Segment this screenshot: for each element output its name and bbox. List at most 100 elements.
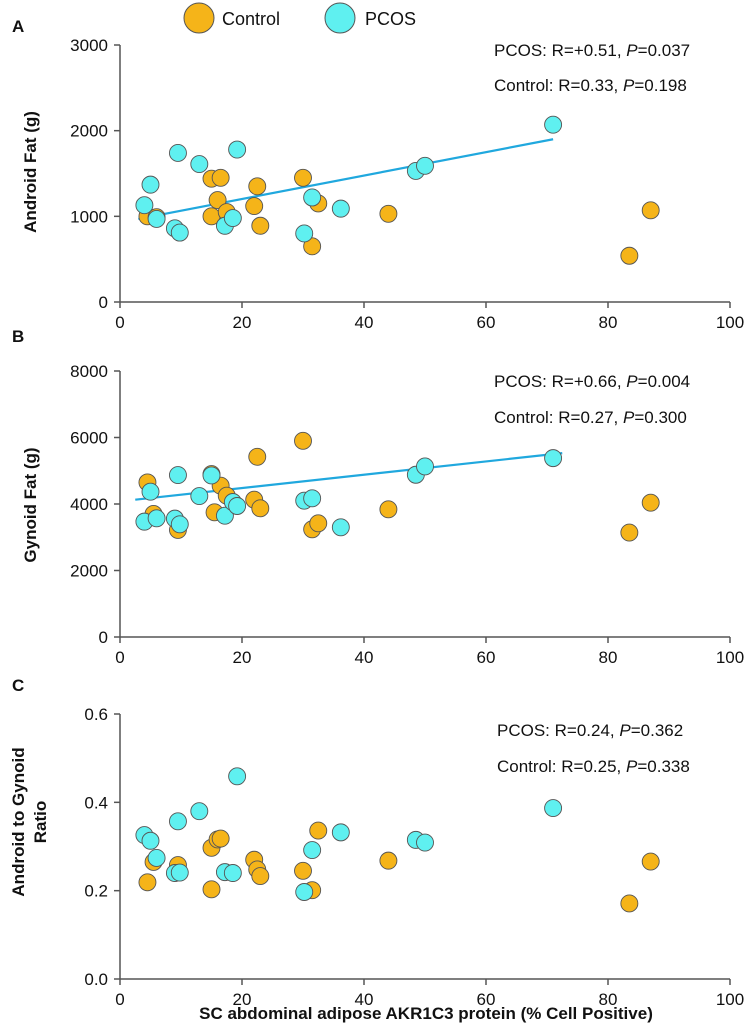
panel-c-control-stat: Control: R=0.25, P=0.338 [497, 757, 690, 776]
panel-b-pcos-point [228, 497, 247, 515]
panel-c-letter: C [12, 676, 24, 695]
panel-c-pcos-point [228, 767, 247, 786]
panel-a-pcos-point [141, 175, 160, 194]
panel-a-y-tick-label: 0 [99, 293, 108, 312]
panel-a-control-point [211, 168, 230, 187]
panel-b-pcos-point [215, 506, 234, 525]
panel-a-pcos-point [544, 115, 563, 134]
panel-c-y-tick-label: 0.4 [84, 793, 108, 812]
panel-b-pcos-point [147, 509, 166, 528]
panel-a-control-point [251, 216, 270, 235]
panel-c-y-tick-label: 0.2 [84, 882, 108, 901]
panel-a-y-tick-label: 1000 [70, 207, 108, 226]
panel-b-control-stat: Control: R=0.27, P=0.300 [494, 408, 687, 427]
panel-a-pcos-stat: PCOS: R=+0.51, P=0.037 [494, 41, 690, 60]
panel-c-control-point [202, 880, 221, 899]
panel-a-plot: 0 1000 2000 3000 0 20 40 60 80 100 [70, 36, 744, 332]
panel-b-pcos-point [303, 489, 322, 508]
panel-c-pcos-point [141, 831, 160, 850]
panel-a-control-point [245, 197, 264, 216]
panel-b-pcos-point [331, 518, 350, 537]
panel-b-x-tick-label: 60 [477, 648, 496, 667]
panel-b-y-tick-label: 2000 [70, 562, 108, 581]
panel-b-plot: 0 2000 4000 6000 8000 0 20 40 60 80 100 [70, 362, 744, 667]
panel-c-x-tick-label: 40 [355, 990, 374, 1009]
panel-a-x-tick-label: 80 [599, 313, 618, 332]
panel-a-control-point [379, 204, 398, 223]
panel-b-control-point [620, 523, 639, 542]
panel-b-pcos-point [416, 457, 434, 476]
panel-a-control-point [294, 168, 312, 187]
panel-c-pcos-stat: PCOS: R=0.24, P=0.362 [497, 721, 683, 740]
panel-b-control-point [248, 447, 267, 466]
panel-a-control-point [641, 201, 660, 220]
panel-b-ylabel: Gynoid Fat (g) [21, 447, 40, 562]
panel-a-pcos-point [331, 199, 350, 218]
panel-a-pcos-point [295, 224, 314, 243]
panel-b-control-point [251, 499, 270, 518]
panel-b-pcos-stat: PCOS: R=+0.66, P=0.004 [494, 372, 690, 391]
panel-c-pcos-point [295, 883, 314, 901]
panel-c-pcos-point [170, 863, 189, 882]
panel-c-plot: 0.0 0.2 0.4 0.6 0 20 40 60 80 100 [84, 705, 744, 1009]
panel-b-y-tick-label: 4000 [70, 495, 108, 514]
panel-c-stats: PCOS: R=0.24, P=0.362 Control: R=0.25, P… [497, 721, 690, 776]
legend-control-label: Control [222, 9, 280, 29]
panel-b-pcos-point [170, 515, 189, 534]
panel-b-y-tick-label: 0 [99, 628, 108, 647]
panel-c-control-point [309, 821, 328, 840]
panel-b-x-tick-label: 40 [355, 648, 374, 667]
panel-a-pcos-point [416, 156, 434, 175]
panel-a-y-tick-label: 2000 [70, 122, 108, 141]
panel-c-control-point [251, 867, 270, 886]
panel-c-ylabel-line-1: Android to Gynoid [9, 747, 28, 896]
panel-c-x-tick-label: 80 [599, 990, 618, 1009]
panel-c-pcos-point [147, 849, 166, 867]
legend-pcos-label: PCOS [365, 9, 416, 29]
panel-a: A Android Fat (g) 0 1000 2000 3000 0 20 40 60 80… [12, 17, 744, 332]
panel-c-control-point [211, 829, 230, 848]
panel-a-pcos-point [168, 143, 187, 162]
panel-a-x-tick-label: 0 [115, 313, 124, 332]
panel-a-control-point [303, 237, 322, 256]
panel-b-x-tick-label: 0 [115, 648, 124, 667]
panel-b-control-point [379, 500, 398, 519]
panel-b-stats: PCOS: R=+0.66, P=0.004 Control: R=0.27, … [494, 372, 690, 427]
panel-b-pcos-point [141, 482, 160, 501]
panel-a-x-tick-label: 100 [716, 313, 744, 332]
panel-c-control-point [620, 894, 639, 913]
panel-b-y-tick-label: 6000 [70, 429, 108, 448]
legend-pcos-marker [324, 2, 356, 34]
panel-b-control-point [294, 431, 312, 450]
panel-b: B Gynoid Fat (g) 0 2000 4000 6000 8000 0 20 40 6… [12, 327, 744, 667]
panel-c-x-tick-label: 100 [716, 990, 744, 1009]
panel-c-pcos-point [168, 812, 187, 831]
panel-b-pcos-point [190, 487, 209, 505]
panel-c-x-tick-label: 0 [115, 990, 124, 1009]
panel-a-pcos-fit-line [138, 138, 554, 220]
panel-a-y-tick-label: 3000 [70, 36, 108, 55]
panel-b-x-tick-label: 100 [716, 648, 744, 667]
panel-c: C Android to Gynoid Ratio 0.0 0.2 0.4 0.6 0 2… [9, 676, 744, 1009]
panel-b-control-point [309, 514, 328, 533]
panel-a-control-stat: Control: R=0.33, P=0.198 [494, 76, 687, 95]
panel-c-control-point [294, 861, 312, 880]
panel-a-control-point [248, 177, 267, 196]
legend-control-marker [183, 2, 215, 34]
panel-c-x-tick-label: 20 [233, 990, 252, 1009]
panel-c-pcos-point [544, 799, 563, 818]
panel-a-x-tick-label: 60 [477, 313, 496, 332]
panel-a-letter: A [12, 17, 24, 36]
panel-c-control-point [379, 851, 398, 870]
panel-c-ylabel-line-2: Ratio [31, 801, 50, 844]
panel-a-control-point [620, 246, 639, 265]
panel-a-pcos-point [190, 155, 209, 174]
panel-c-y-tick-label: 0.6 [84, 705, 108, 724]
panel-b-pcos-point [168, 466, 187, 485]
panel-a-x-tick-label: 20 [233, 313, 252, 332]
panel-c-y-tick-label: 0.0 [84, 970, 108, 989]
panel-a-x-tick-label: 40 [355, 313, 374, 332]
panel-c-control-point [641, 852, 660, 871]
panel-a-stats: PCOS: R=+0.51, P=0.037 Control: R=0.33, … [494, 41, 690, 95]
